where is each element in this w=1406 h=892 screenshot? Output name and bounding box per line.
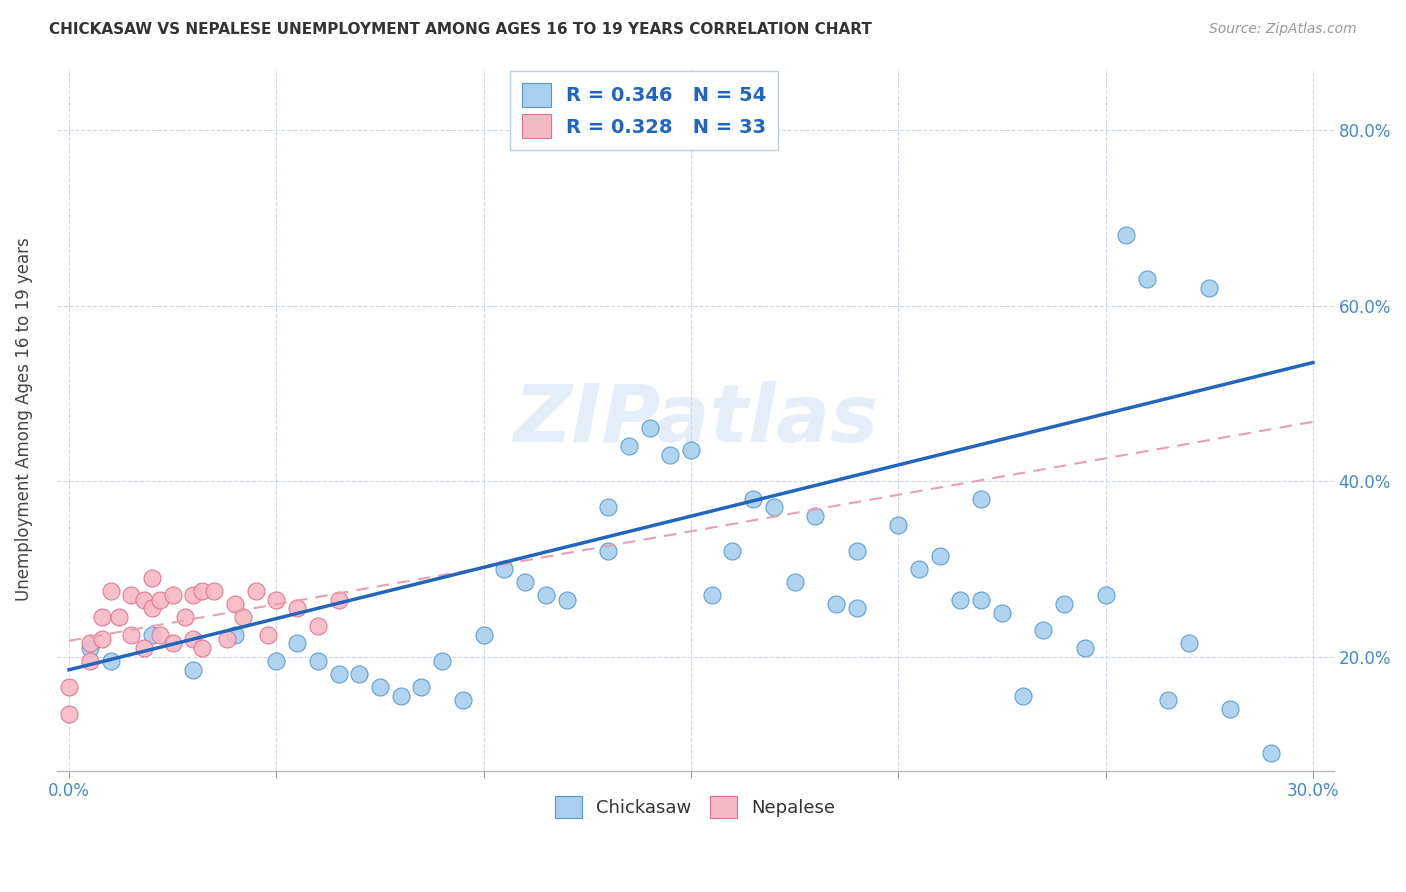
Point <box>100 583 122 598</box>
Point <box>141 627 163 641</box>
Point <box>513 574 536 589</box>
Point <box>190 640 212 655</box>
Point <box>783 574 806 589</box>
Point <box>721 544 744 558</box>
Point <box>887 517 910 532</box>
Point <box>202 583 225 598</box>
Point <box>451 693 474 707</box>
Point <box>1011 689 1033 703</box>
Point <box>804 509 827 524</box>
Point <box>149 627 172 641</box>
Point <box>307 654 329 668</box>
Text: ZIPatlas: ZIPatlas <box>513 381 877 458</box>
Point <box>132 640 155 655</box>
Point <box>224 627 246 641</box>
Point <box>908 562 931 576</box>
Point <box>472 627 495 641</box>
Point <box>1032 624 1054 638</box>
Point <box>328 667 350 681</box>
Point <box>257 627 280 641</box>
Point <box>162 588 184 602</box>
Point <box>215 632 238 646</box>
Point <box>659 448 682 462</box>
Point <box>91 632 114 646</box>
Point <box>596 500 619 515</box>
Text: Source: ZipAtlas.com: Source: ZipAtlas.com <box>1209 22 1357 37</box>
Point <box>285 601 308 615</box>
Point <box>845 601 868 615</box>
Point <box>596 544 619 558</box>
Point <box>245 583 267 598</box>
Point <box>79 636 101 650</box>
Point <box>494 562 516 576</box>
Point <box>174 610 197 624</box>
Point <box>411 681 433 695</box>
Point <box>58 706 80 721</box>
Point <box>141 571 163 585</box>
Point <box>762 500 785 515</box>
Point <box>79 640 101 655</box>
Point <box>1074 640 1097 655</box>
Point <box>162 636 184 650</box>
Point <box>555 592 578 607</box>
Point <box>845 544 868 558</box>
Point <box>991 606 1014 620</box>
Point <box>58 681 80 695</box>
Point <box>1157 693 1180 707</box>
Point <box>700 588 723 602</box>
Point <box>432 654 454 668</box>
Point <box>285 636 308 650</box>
Point <box>949 592 972 607</box>
Point <box>141 601 163 615</box>
Point <box>107 610 129 624</box>
Point <box>1094 588 1116 602</box>
Point <box>928 549 950 563</box>
Point <box>224 597 246 611</box>
Point <box>307 619 329 633</box>
Point <box>368 681 391 695</box>
Point <box>149 592 172 607</box>
Point <box>266 654 288 668</box>
Point <box>825 597 848 611</box>
Point <box>183 663 205 677</box>
Point <box>679 443 702 458</box>
Point <box>183 588 205 602</box>
Point <box>100 654 122 668</box>
Point <box>120 588 142 602</box>
Point <box>349 667 371 681</box>
Point <box>91 610 114 624</box>
Point <box>389 689 412 703</box>
Point <box>970 491 993 506</box>
Legend: Chickasaw, Nepalese: Chickasaw, Nepalese <box>548 789 842 825</box>
Point <box>183 632 205 646</box>
Point <box>534 588 557 602</box>
Point <box>1198 281 1220 295</box>
Point <box>266 592 288 607</box>
Point <box>120 627 142 641</box>
Point <box>190 583 212 598</box>
Point <box>232 610 254 624</box>
Point <box>1115 228 1137 243</box>
Point <box>328 592 350 607</box>
Point <box>1260 746 1282 760</box>
Point <box>1219 702 1241 716</box>
Point <box>1053 597 1076 611</box>
Point <box>79 654 101 668</box>
Point <box>1136 272 1159 286</box>
Point <box>617 439 640 453</box>
Y-axis label: Unemployment Among Ages 16 to 19 years: Unemployment Among Ages 16 to 19 years <box>15 238 32 601</box>
Point <box>132 592 155 607</box>
Point <box>742 491 765 506</box>
Text: CHICKASAW VS NEPALESE UNEMPLOYMENT AMONG AGES 16 TO 19 YEARS CORRELATION CHART: CHICKASAW VS NEPALESE UNEMPLOYMENT AMONG… <box>49 22 872 37</box>
Point <box>970 592 993 607</box>
Point <box>1177 636 1199 650</box>
Point <box>638 421 661 435</box>
